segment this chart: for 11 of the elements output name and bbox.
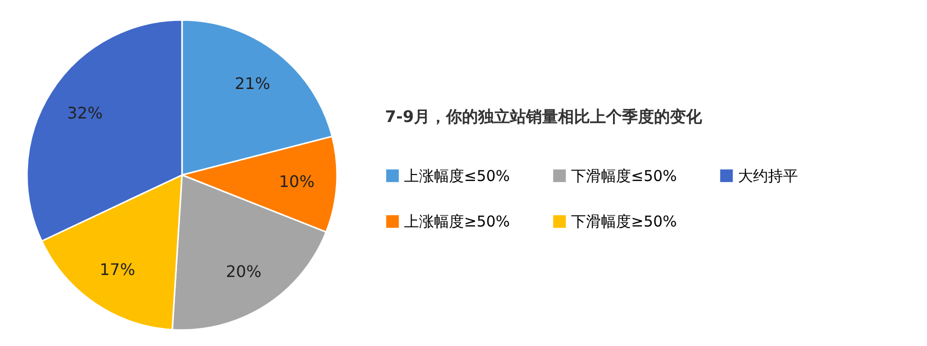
data-label: 10%: [278, 172, 315, 192]
legend-label: 大约持平: [738, 166, 798, 185]
data-label: 32%: [67, 103, 103, 122]
legend-label: 上涨幅度≥50%: [404, 212, 510, 230]
legend-label: 下滑幅度≤50%: [571, 166, 677, 185]
legend-label: 下滑幅度≥50%: [571, 212, 677, 230]
data-label: 20%: [226, 262, 262, 282]
data-label: 17%: [100, 260, 136, 280]
text: 7-9月，你的独立站销量相比上个季度的变化: [385, 107, 703, 126]
data-label: 21%: [234, 74, 270, 94]
legend-label: 上涨幅度≤50%: [404, 166, 510, 185]
